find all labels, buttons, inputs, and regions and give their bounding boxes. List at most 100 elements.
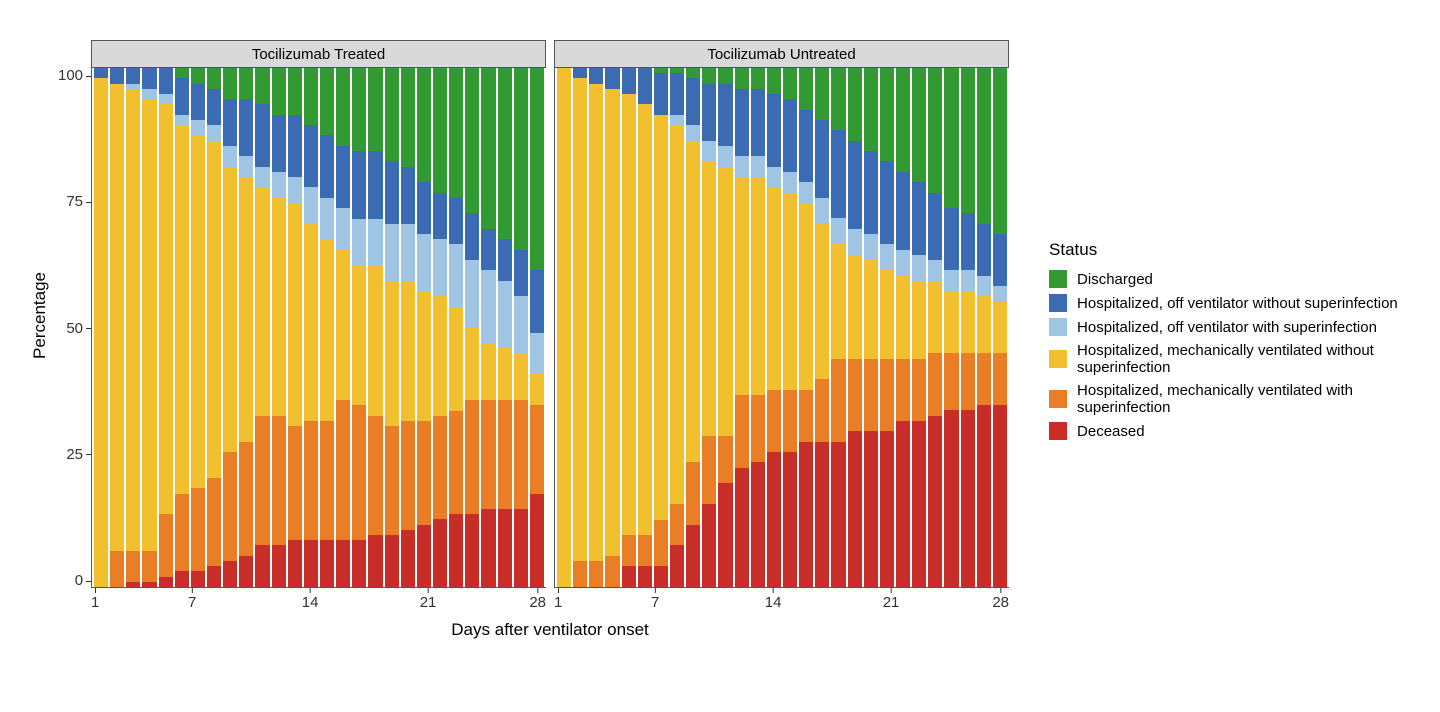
stacked-bar (239, 68, 253, 587)
stacked-bar (686, 68, 700, 587)
bar-segment-vent_no_si (94, 78, 108, 587)
bar-segment-vent_si (433, 416, 447, 520)
bar-segment-off_no_si (573, 68, 587, 78)
bar-segment-off_no_si (433, 193, 447, 240)
stacked-bar (638, 68, 652, 587)
bar-segment-off_si (272, 172, 286, 198)
stacked-bar (126, 68, 140, 587)
bar-segment-off_si (815, 198, 829, 224)
bar-segment-deceased (848, 431, 862, 587)
bar-segment-vent_si (767, 390, 781, 452)
bar-segment-off_no_si (159, 68, 173, 94)
bar-segment-deceased (207, 566, 221, 587)
stacked-bar (530, 68, 544, 587)
bar-segment-deceased (255, 545, 269, 587)
legend-swatch (1049, 350, 1067, 368)
bar-segment-off_si (255, 167, 269, 188)
bar-segment-vent_si (288, 426, 302, 540)
bar-segment-deceased (514, 509, 528, 587)
legend-title: Status (1049, 240, 1410, 260)
legend-item: Discharged (1049, 270, 1410, 288)
stacked-bar (110, 68, 124, 587)
bar-segment-deceased (799, 442, 813, 587)
bar-segment-off_si (239, 156, 253, 177)
bar-segment-vent_si (783, 390, 797, 452)
bar-segment-discharged (433, 68, 447, 193)
facet-panel: Tocilizumab Untreated 17142128 (554, 40, 1009, 612)
bar-segment-vent_no_si (977, 296, 991, 353)
stacked-bar (718, 68, 732, 587)
bar-segment-vent_no_si (880, 270, 894, 358)
bar-segment-off_si (142, 89, 156, 99)
bar-segment-off_no_si (848, 141, 862, 229)
stacked-bar (944, 68, 958, 587)
bar-segment-off_no_si (815, 120, 829, 198)
bar-segment-vent_no_si (401, 281, 415, 421)
x-axis: 17142128 (554, 588, 1009, 612)
bar-segment-vent_no_si (767, 187, 781, 389)
bar-segment-off_si (175, 115, 189, 125)
stacked-bar (912, 68, 926, 587)
bar-segment-off_no_si (401, 167, 415, 224)
bar-segment-off_no_si (961, 213, 975, 270)
bar-segment-vent_no_si (433, 296, 447, 415)
bar-segment-vent_si (993, 353, 1007, 405)
panel-title: Tocilizumab Untreated (554, 40, 1009, 68)
bar-segment-off_no_si (223, 99, 237, 146)
x-tick: 21 (883, 594, 900, 611)
bar-segment-discharged (767, 68, 781, 94)
bar-segment-off_si (368, 219, 382, 266)
bar-segment-vent_si (110, 551, 124, 587)
bar-segment-off_si (514, 296, 528, 353)
stacked-bar (928, 68, 942, 587)
bar-segment-vent_si (304, 421, 318, 540)
facet-panels: Tocilizumab Treated17142128Tocilizumab U… (91, 40, 1009, 612)
legend-item: Hospitalized, mechanically ventilated wi… (1049, 342, 1410, 376)
bar-segment-discharged (880, 68, 894, 161)
bar-segment-deceased (783, 452, 797, 587)
bar-segment-vent_si (498, 400, 512, 509)
bar-segment-deceased (385, 535, 399, 587)
bar-segment-off_si (401, 224, 415, 281)
x-tick: 7 (188, 594, 196, 611)
bar-segment-vent_no_si (368, 265, 382, 416)
stacked-bar (670, 68, 684, 587)
bar-segment-deceased (481, 509, 495, 587)
stacked-bar (465, 68, 479, 587)
bar-segment-discharged (993, 68, 1007, 234)
bar-segment-deceased (449, 514, 463, 587)
bar-segment-off_si (799, 182, 813, 203)
bar-segment-deceased (944, 410, 958, 586)
bar-segment-discharged (368, 68, 382, 151)
bar-segment-deceased (993, 405, 1007, 587)
bar-segment-discharged (783, 68, 797, 99)
bar-segment-vent_no_si (320, 239, 334, 421)
bar-segment-off_si (191, 120, 205, 136)
bar-segment-vent_si (449, 411, 463, 515)
bar-segment-deceased (961, 410, 975, 586)
bar-segment-vent_no_si (961, 291, 975, 353)
bar-segment-vent_no_si (815, 224, 829, 380)
bar-segment-off_si (481, 270, 495, 343)
legend-item: Hospitalized, off ventilator without sup… (1049, 294, 1410, 312)
bar-segment-vent_no_si (207, 141, 221, 478)
bar-segment-vent_no_si (573, 78, 587, 561)
stacked-bar (880, 68, 894, 587)
x-tick: 7 (651, 594, 659, 611)
bar-segment-vent_si (815, 379, 829, 441)
bar-segment-vent_si (401, 421, 415, 530)
bar-segment-off_no_si (993, 234, 1007, 286)
stacked-bar (352, 68, 366, 587)
y-axis: 1007550250 (58, 68, 91, 588)
bar-segment-vent_si (622, 535, 636, 566)
bar-segment-vent_si (142, 551, 156, 582)
stacked-bar (272, 68, 286, 587)
legend-item: Hospitalized, mechanically ventilated wi… (1049, 382, 1410, 416)
stacked-bar (514, 68, 528, 587)
bar-segment-vent_si (368, 416, 382, 535)
bar-segment-discharged (175, 68, 189, 78)
y-tick: 100 (58, 68, 83, 83)
legend: Status Discharged Hospitalized, off venti… (1049, 240, 1410, 446)
bar-segment-vent_no_si (605, 89, 619, 556)
bar-segment-off_si (336, 208, 350, 250)
